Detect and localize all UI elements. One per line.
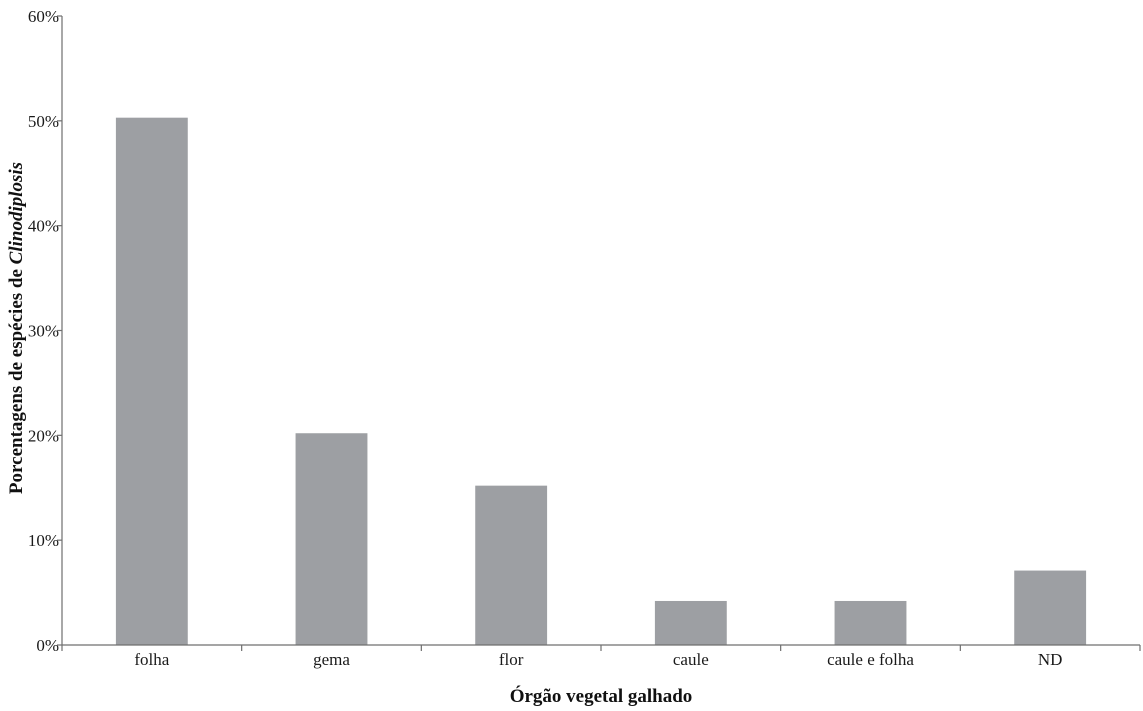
bar-5 xyxy=(1014,570,1087,645)
bar-0 xyxy=(115,117,188,645)
x-tick-label-5: ND xyxy=(1038,650,1063,669)
y-axis-title: Porcentagens de espécies de Clinodiplosi… xyxy=(6,162,27,494)
y-tick-label-2: 20% xyxy=(28,426,59,445)
bar-2 xyxy=(475,485,548,645)
bars-group xyxy=(115,117,1087,645)
x-tick-label-0: folha xyxy=(134,650,169,669)
x-tick-label-1: gema xyxy=(313,650,350,669)
x-tick-label-4: caule e folha xyxy=(827,650,914,669)
y-tick-label-0: 0% xyxy=(36,636,59,655)
bar-1 xyxy=(295,433,368,645)
bar-3 xyxy=(654,600,727,645)
x-tick-label-3: caule xyxy=(673,650,709,669)
y-tick-label-6: 60% xyxy=(28,7,59,26)
y-tick-label-5: 50% xyxy=(28,112,59,131)
x-axis-title: Órgão vegetal galhado xyxy=(510,685,693,707)
y-tick-label-3: 30% xyxy=(28,322,59,341)
y-axis-title-text: Porcentagens de espécies de xyxy=(6,264,27,494)
y-tick-label-4: 40% xyxy=(28,217,59,236)
x-tick-label-2: flor xyxy=(499,650,524,669)
y-tick-label-1: 10% xyxy=(28,531,59,550)
y-axis: 0% 10% 20% 30% 40% 50% 60% xyxy=(28,7,63,655)
bar-4 xyxy=(834,600,907,645)
y-axis-title-italic: Clinodiplosis xyxy=(6,162,27,264)
x-axis: folha gema flor caule caule e folha ND xyxy=(61,644,1141,669)
